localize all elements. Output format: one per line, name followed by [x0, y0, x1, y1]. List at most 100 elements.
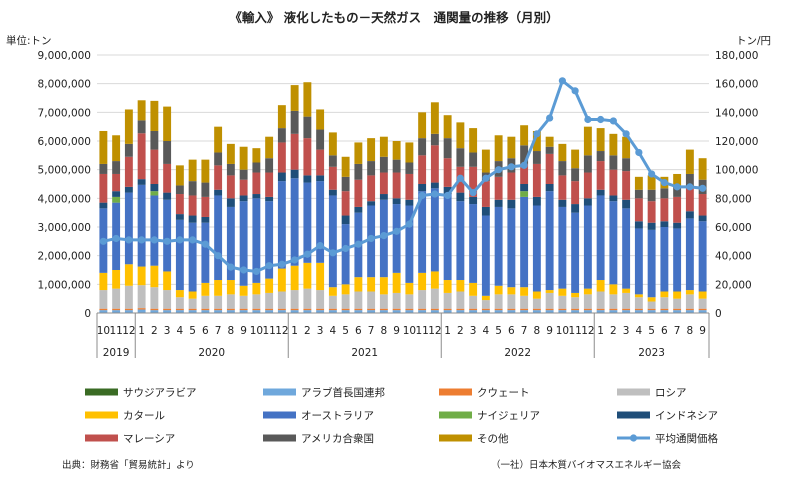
price-point — [571, 87, 579, 95]
price-point — [99, 237, 107, 245]
bar-segment-11 — [175, 165, 184, 186]
bar-segment-8 — [137, 179, 146, 185]
bar-segment-6 — [188, 222, 197, 292]
legend-label: カタール — [123, 410, 165, 422]
bar-segment-9 — [354, 179, 363, 207]
y-right-tick-label: 180,000 — [715, 50, 758, 62]
bar-segment-6 — [545, 191, 554, 291]
bar-segment-4 — [520, 295, 529, 309]
bar-segment-10 — [545, 146, 554, 154]
price-point — [176, 236, 184, 244]
legend-swatch — [617, 388, 650, 396]
bar-segment-11 — [112, 135, 121, 162]
price-point — [520, 161, 528, 169]
bar-segment-10 — [277, 128, 286, 143]
bar-segment-8 — [583, 198, 592, 206]
month-label: 2 — [457, 325, 464, 337]
bar-segment-11 — [558, 143, 567, 162]
price-point — [227, 263, 235, 271]
bar-segment-3 — [469, 308, 478, 311]
bar-segment-4 — [124, 285, 133, 309]
legend-swatch — [263, 411, 296, 419]
bar-segment-6 — [277, 181, 286, 269]
bar-segment-9 — [469, 166, 478, 197]
month-label: 7 — [368, 325, 375, 337]
month-label: 2 — [304, 325, 311, 337]
bar-segment-4 — [405, 294, 414, 309]
bar-segment-4 — [583, 294, 592, 309]
bar-segment-8 — [494, 199, 503, 207]
bar-segment-6 — [405, 205, 414, 283]
bar-segment-4 — [532, 298, 541, 309]
bar-segment-10 — [469, 152, 478, 167]
bar-segment-4 — [328, 295, 337, 309]
bar-segment-8 — [214, 189, 223, 196]
bar-segment-2 — [252, 310, 261, 313]
bar-segment-2 — [188, 310, 197, 313]
bar-segment-11 — [430, 102, 439, 134]
bar-segment-2 — [137, 309, 146, 313]
bar-segment-3 — [622, 308, 631, 311]
bar-segment-9 — [392, 172, 401, 199]
bar-segment-9 — [252, 172, 261, 195]
bar-segment-3 — [634, 308, 643, 311]
year-label: 2019 — [103, 347, 130, 359]
bar-segment-4 — [290, 290, 299, 309]
bar-segment-5 — [150, 265, 159, 288]
bar-segment-5 — [392, 272, 401, 293]
bar-segment-8 — [609, 195, 618, 202]
bar-segment-10 — [418, 138, 427, 156]
bar-segment-3 — [392, 308, 401, 311]
bar-segment-10 — [634, 189, 643, 199]
bar-series — [99, 82, 707, 313]
bar-segment-8 — [316, 175, 325, 182]
bar-segment-6 — [609, 201, 618, 285]
bar-segment-9 — [507, 172, 516, 200]
bar-segment-3 — [532, 308, 541, 311]
bar-segment-5 — [685, 290, 694, 295]
bar-segment-8 — [188, 215, 197, 223]
bar-segment-6 — [290, 178, 299, 266]
bar-segment-11 — [290, 85, 299, 111]
bar-segment-5 — [418, 272, 427, 291]
bar-segment-4 — [379, 294, 388, 309]
month-label: 5 — [648, 325, 655, 337]
bar-segment-4 — [137, 285, 146, 309]
bar-segment-2 — [99, 310, 108, 313]
bar-segment-2 — [545, 310, 554, 313]
bar-segment-11 — [354, 142, 363, 164]
bar-segment-6 — [175, 219, 184, 291]
bar-segment-8 — [163, 192, 172, 200]
bar-segment-5 — [265, 278, 274, 293]
bar-segment-11 — [685, 149, 694, 174]
bar-segment-8 — [571, 204, 580, 213]
bar-segment-5 — [622, 288, 631, 293]
bar-segment-3 — [341, 308, 350, 311]
y-left-tick-label: 0 — [84, 308, 91, 320]
bar-segment-10 — [214, 152, 223, 166]
bar-segment-8 — [558, 199, 567, 207]
legend-swatch — [439, 434, 472, 442]
bar-segment-4 — [112, 288, 121, 309]
bar-segment-3 — [188, 308, 197, 311]
bar-segment-4 — [316, 290, 325, 309]
bar-segment-8 — [303, 175, 312, 183]
bar-segment-8 — [226, 198, 235, 207]
y-left-tick-label: 9,000,000 — [38, 50, 91, 62]
bar-segment-3 — [558, 308, 567, 311]
bar-segment-6 — [571, 212, 580, 293]
bar-segment-2 — [558, 310, 567, 313]
bar-segment-11 — [303, 82, 312, 117]
bar-segment-6 — [596, 195, 605, 281]
bar-segment-11 — [456, 122, 465, 149]
price-point — [291, 256, 299, 264]
legend-swatch — [439, 411, 472, 419]
bar-segment-4 — [99, 290, 108, 309]
bar-segment-10 — [290, 110, 299, 134]
bar-segment-2 — [443, 310, 452, 313]
bar-segment-3 — [367, 308, 376, 311]
bar-segment-8 — [265, 196, 274, 202]
bar-segment-4 — [685, 294, 694, 309]
bar-segment-6 — [660, 227, 669, 292]
